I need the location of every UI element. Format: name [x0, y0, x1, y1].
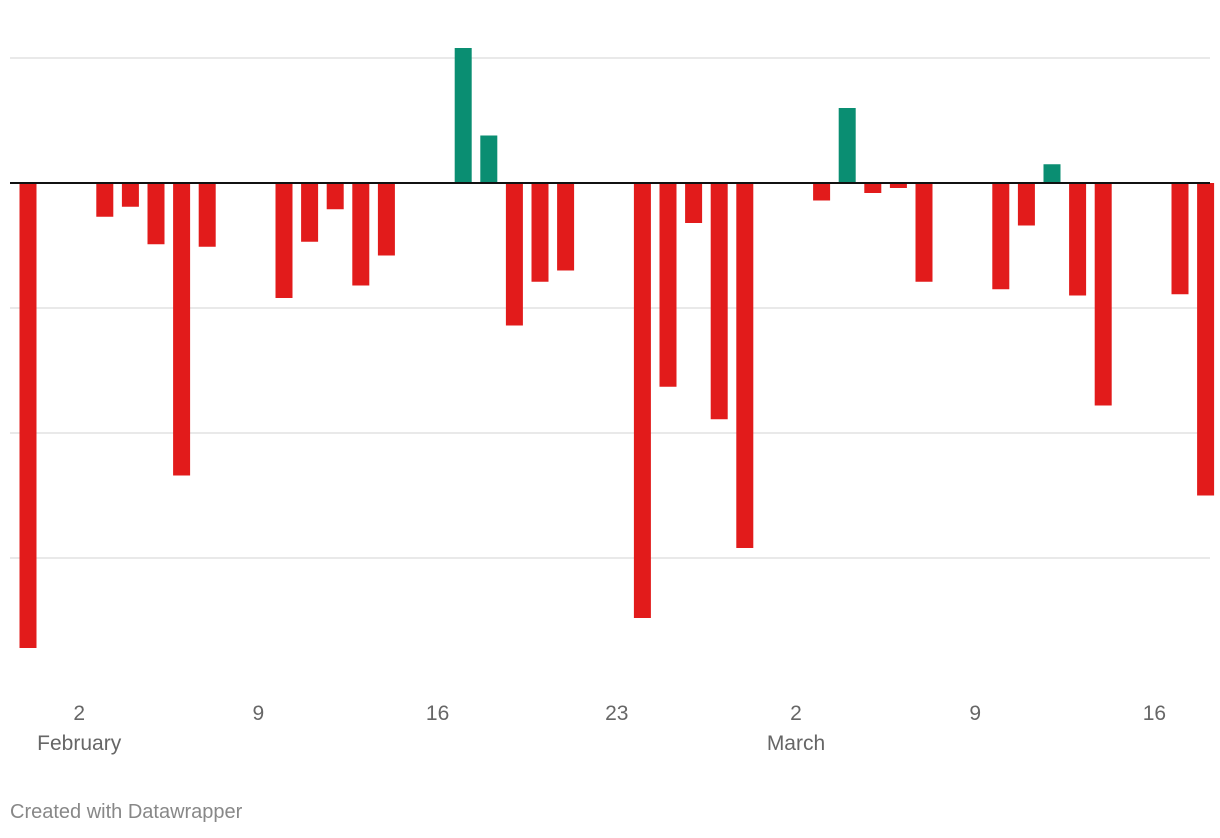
- credit-text: Created with Datawrapper: [10, 801, 243, 823]
- bar-negative: [813, 183, 831, 201]
- bar-negative: [889, 183, 907, 188]
- bar-negative: [915, 183, 933, 282]
- bar-negative: [352, 183, 370, 286]
- x-tick-label: 9: [253, 702, 265, 725]
- bar-negative: [1197, 183, 1215, 496]
- bar-negative: [531, 183, 549, 282]
- bar-negative: [710, 183, 728, 420]
- chart: 2 February 9 16 23 2 March 9 16: [10, 48, 1215, 755]
- bar-negative: [633, 183, 651, 618]
- bar-negative: [505, 183, 523, 326]
- x-tick-label: 2: [73, 702, 85, 725]
- bar-negative: [1094, 183, 1112, 406]
- bar-positive: [838, 108, 856, 183]
- x-tick-label: 23: [605, 702, 628, 725]
- bar-negative: [659, 183, 677, 387]
- x-tick-label: 9: [969, 702, 981, 725]
- bar-negative: [19, 183, 37, 648]
- bar-negative: [173, 183, 191, 476]
- bar-negative: [1069, 183, 1087, 296]
- gridlines: [10, 57, 1210, 559]
- x-tick-label: 2: [790, 702, 802, 725]
- bar-negative: [1171, 183, 1189, 295]
- bar-negative: [864, 183, 882, 193]
- bar-negative: [301, 183, 319, 242]
- bar-negative: [992, 183, 1010, 290]
- bar-negative: [121, 183, 139, 207]
- bar-negative: [685, 183, 703, 223]
- x-tick-label: 16: [1143, 702, 1166, 725]
- bar-positive: [454, 48, 472, 183]
- bars: [19, 48, 1215, 648]
- x-axis: 2 February 9 16 23 2 March 9 16: [37, 702, 1166, 755]
- bar-negative: [377, 183, 395, 256]
- bar-negative: [96, 183, 114, 217]
- bar-negative: [557, 183, 575, 271]
- x-tick-label: 16: [426, 702, 449, 725]
- bar-negative: [198, 183, 216, 247]
- bar-negative: [275, 183, 293, 298]
- bar-negative: [736, 183, 754, 548]
- bar-negative: [1017, 183, 1035, 226]
- x-month-label: February: [37, 732, 122, 755]
- bar-negative: [326, 183, 344, 210]
- bar-positive: [1043, 164, 1061, 183]
- x-month-label: March: [767, 732, 825, 755]
- bar-positive: [480, 135, 498, 183]
- bar-negative: [147, 183, 165, 245]
